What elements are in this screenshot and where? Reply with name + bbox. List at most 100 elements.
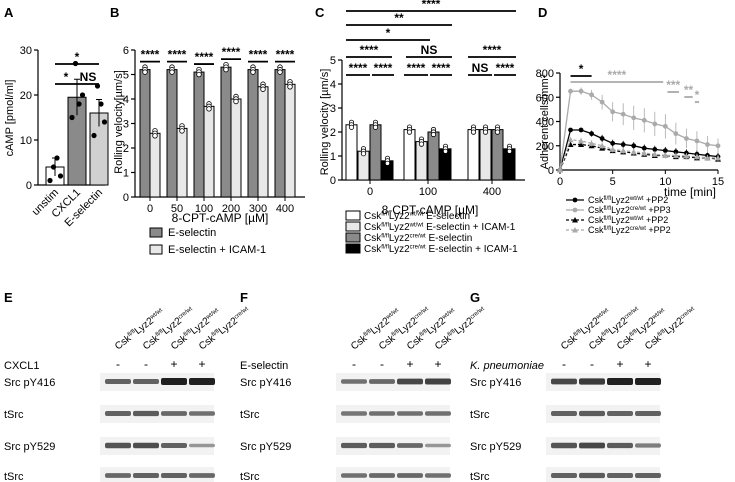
- panel-g-band: [635, 473, 661, 478]
- panel-d-point: [631, 115, 637, 121]
- panel-c-bar: [467, 129, 480, 181]
- panel-g-row-label: tSrc: [470, 471, 490, 482]
- panel-e-band: [133, 442, 159, 449]
- panel-f-band: [369, 379, 395, 384]
- panel-f-row-label: Src pY529: [240, 441, 291, 453]
- panel-b-y-tick-label: 3: [123, 119, 129, 131]
- panel-e-band: [189, 378, 215, 385]
- panel-b-bar-icam: [284, 83, 296, 198]
- panel-b-bar-eselectin: [247, 69, 259, 198]
- panel-e-band: [189, 473, 215, 478]
- panel-f-band: [341, 379, 367, 384]
- panel-b-legend-label-1: E-selectin: [168, 227, 216, 239]
- panel-d-point: [651, 151, 658, 157]
- panel-c-bar: [345, 124, 358, 181]
- panel-d-point: [557, 167, 563, 173]
- panel-b-xlabel: 8-CPT-cAMP [µM]: [172, 211, 269, 225]
- panel-b-sig-label: ****: [276, 48, 295, 62]
- panel-f-stim-sign: -: [380, 357, 384, 371]
- panel-b-ylabel: Rolling velocity[µm/s]: [113, 70, 125, 174]
- panel-d-legend-label: Cskfl/flLyz2wt/wt +PP2: [588, 215, 668, 225]
- panel-g-stim-label: K. pneumoniae: [470, 360, 544, 372]
- panel-d-point: [641, 145, 647, 151]
- panel-d-point: [662, 123, 668, 129]
- panel-d-y-tick-label: 800: [536, 68, 554, 80]
- panel-d-point: [641, 150, 648, 156]
- panel-b-bar-icam: [203, 105, 215, 198]
- panel-f-band: [341, 411, 367, 416]
- panel-c-category: 100: [419, 186, 437, 198]
- panel-e-band: [189, 411, 215, 416]
- panel-e-letter: E: [4, 290, 13, 305]
- panel-d-point: [620, 147, 627, 154]
- panel-c-sig-inner-label: ****: [432, 61, 451, 75]
- panel-d-point: [662, 148, 668, 154]
- panel-e-band: [133, 473, 159, 478]
- panel-c-legend-label: Cskfl/flLyz2cre/wt E-selectin + ICAM-1: [364, 244, 518, 255]
- panel-c-sig-inner-label: ****: [349, 61, 368, 75]
- panel-d-point: [567, 136, 574, 143]
- panel-e-band: [105, 442, 131, 449]
- panel-d-xtick-label: 5: [610, 176, 616, 188]
- panel-c-letter: C: [315, 5, 325, 20]
- panel-e-row-label: tSrc: [4, 409, 24, 421]
- panel-a-sig-3-label: NS: [80, 70, 97, 84]
- panel-d-point: [715, 154, 721, 161]
- panel-d-series-line: [559, 138, 718, 171]
- panel-g-blot: Cskfl/flLyz2wt/wtCskfl/flLyz2cre/wtCskfl…: [470, 306, 696, 482]
- panel-b-sig-label: ****: [222, 45, 241, 59]
- panel-c-y-tick-label: 5: [330, 55, 336, 67]
- panel-d-point: [684, 136, 689, 141]
- panel-c-bar: [403, 129, 416, 181]
- panel-d-point: [652, 146, 658, 152]
- panel-d-point: [620, 142, 626, 147]
- panel-a-point: [98, 101, 104, 107]
- panel-d-point: [578, 141, 585, 148]
- panel-d-y-tick-label: 200: [536, 141, 554, 153]
- panel-d-point: [694, 138, 700, 144]
- panel-b-bar-icam: [176, 127, 188, 198]
- panel-f-band: [397, 378, 423, 385]
- panel-d-xtick-label: 10: [659, 176, 671, 188]
- panel-b-letter: B: [110, 5, 119, 20]
- panel-f-row-label: tSrc: [240, 409, 260, 421]
- panel-g-band: [607, 473, 633, 478]
- panel-g-band: [635, 411, 661, 416]
- panel-c-legend-label: Cskfl/flLyz2wt/wt E-selectin + ICAM-1: [364, 222, 516, 233]
- panel-e-band: [133, 410, 159, 417]
- panel-b-point: [223, 66, 229, 73]
- panel-e-stim-label: CXCL1: [4, 360, 39, 372]
- panel-c-y-tick-label: 0: [330, 175, 336, 187]
- panel-b-category: 400: [276, 203, 294, 215]
- panel-b-point: [169, 69, 175, 75]
- panel-g-band: [607, 411, 633, 416]
- panel-d-point: [673, 149, 679, 155]
- panel-f-stim-sign: +: [406, 357, 413, 371]
- panel-d-y-tick-label: 0: [548, 165, 554, 177]
- panel-c-bar: [415, 141, 428, 181]
- panel-d-xtick-label: 15: [712, 176, 724, 188]
- panel-c-sig-ns-label: NS: [472, 61, 489, 75]
- panel-b-category: 100: [195, 203, 213, 215]
- panel-c-point: [348, 124, 355, 130]
- panel-d-legend-label: Cskfl/flLyz2wt/wt +PP2: [588, 195, 668, 205]
- panel-f-blot: Cskfl/flLyz2wt/wtCskfl/flLyz2cre/wtCskfl…: [240, 306, 486, 482]
- panel-b-point: [152, 133, 158, 139]
- panel-b-sig-label: ****: [195, 50, 214, 64]
- panel-d-point: [673, 131, 679, 137]
- panel-c-point: [418, 141, 425, 147]
- panel-a-y-tick-label: 0: [26, 180, 32, 192]
- panel-f-band: [425, 411, 451, 416]
- panel-f-row-label: tSrc: [240, 471, 260, 482]
- panel-c-y-tick-label: 1: [330, 151, 336, 163]
- panel-d-sig-1-label: *: [579, 62, 584, 76]
- panel-c-bar: [369, 124, 382, 181]
- panel-d-legend-marker: [572, 197, 578, 203]
- panel-d-point: [641, 117, 647, 123]
- panel-g-band: [551, 442, 577, 449]
- panel-b-point: [142, 69, 148, 75]
- panel-b-point: [287, 84, 293, 90]
- panel-f-stim-label: E-selectin: [240, 360, 288, 372]
- panel-b-point: [233, 98, 239, 105]
